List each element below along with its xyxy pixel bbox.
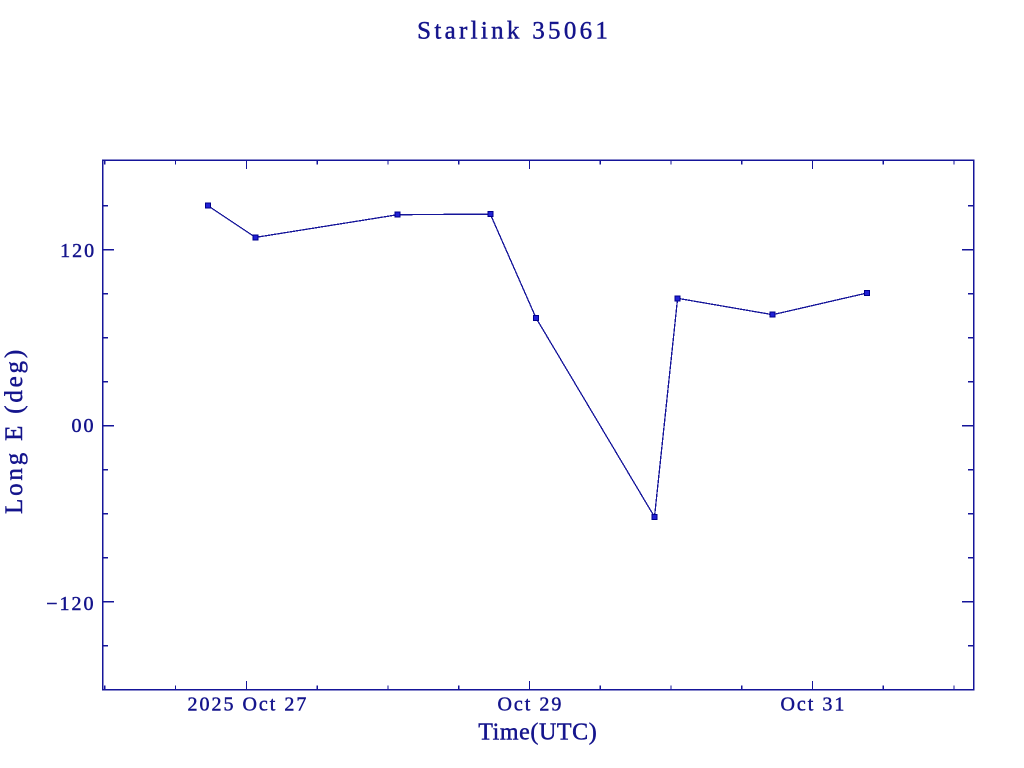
svg-text:2025 Oct 27: 2025 Oct 27 [187, 694, 308, 716]
svg-text:Oct 31: Oct 31 [780, 694, 846, 716]
svg-text:Long E (deg): Long E (deg) [1, 347, 28, 514]
svg-text:Time(UTC): Time(UTC) [478, 719, 597, 745]
svg-text:−120: −120 [46, 593, 95, 615]
svg-text:Oct 29: Oct 29 [497, 694, 563, 716]
svg-text:120: 120 [60, 240, 96, 262]
svg-text:00: 00 [72, 415, 96, 437]
svg-text:Starlink 35061: Starlink 35061 [417, 17, 611, 44]
